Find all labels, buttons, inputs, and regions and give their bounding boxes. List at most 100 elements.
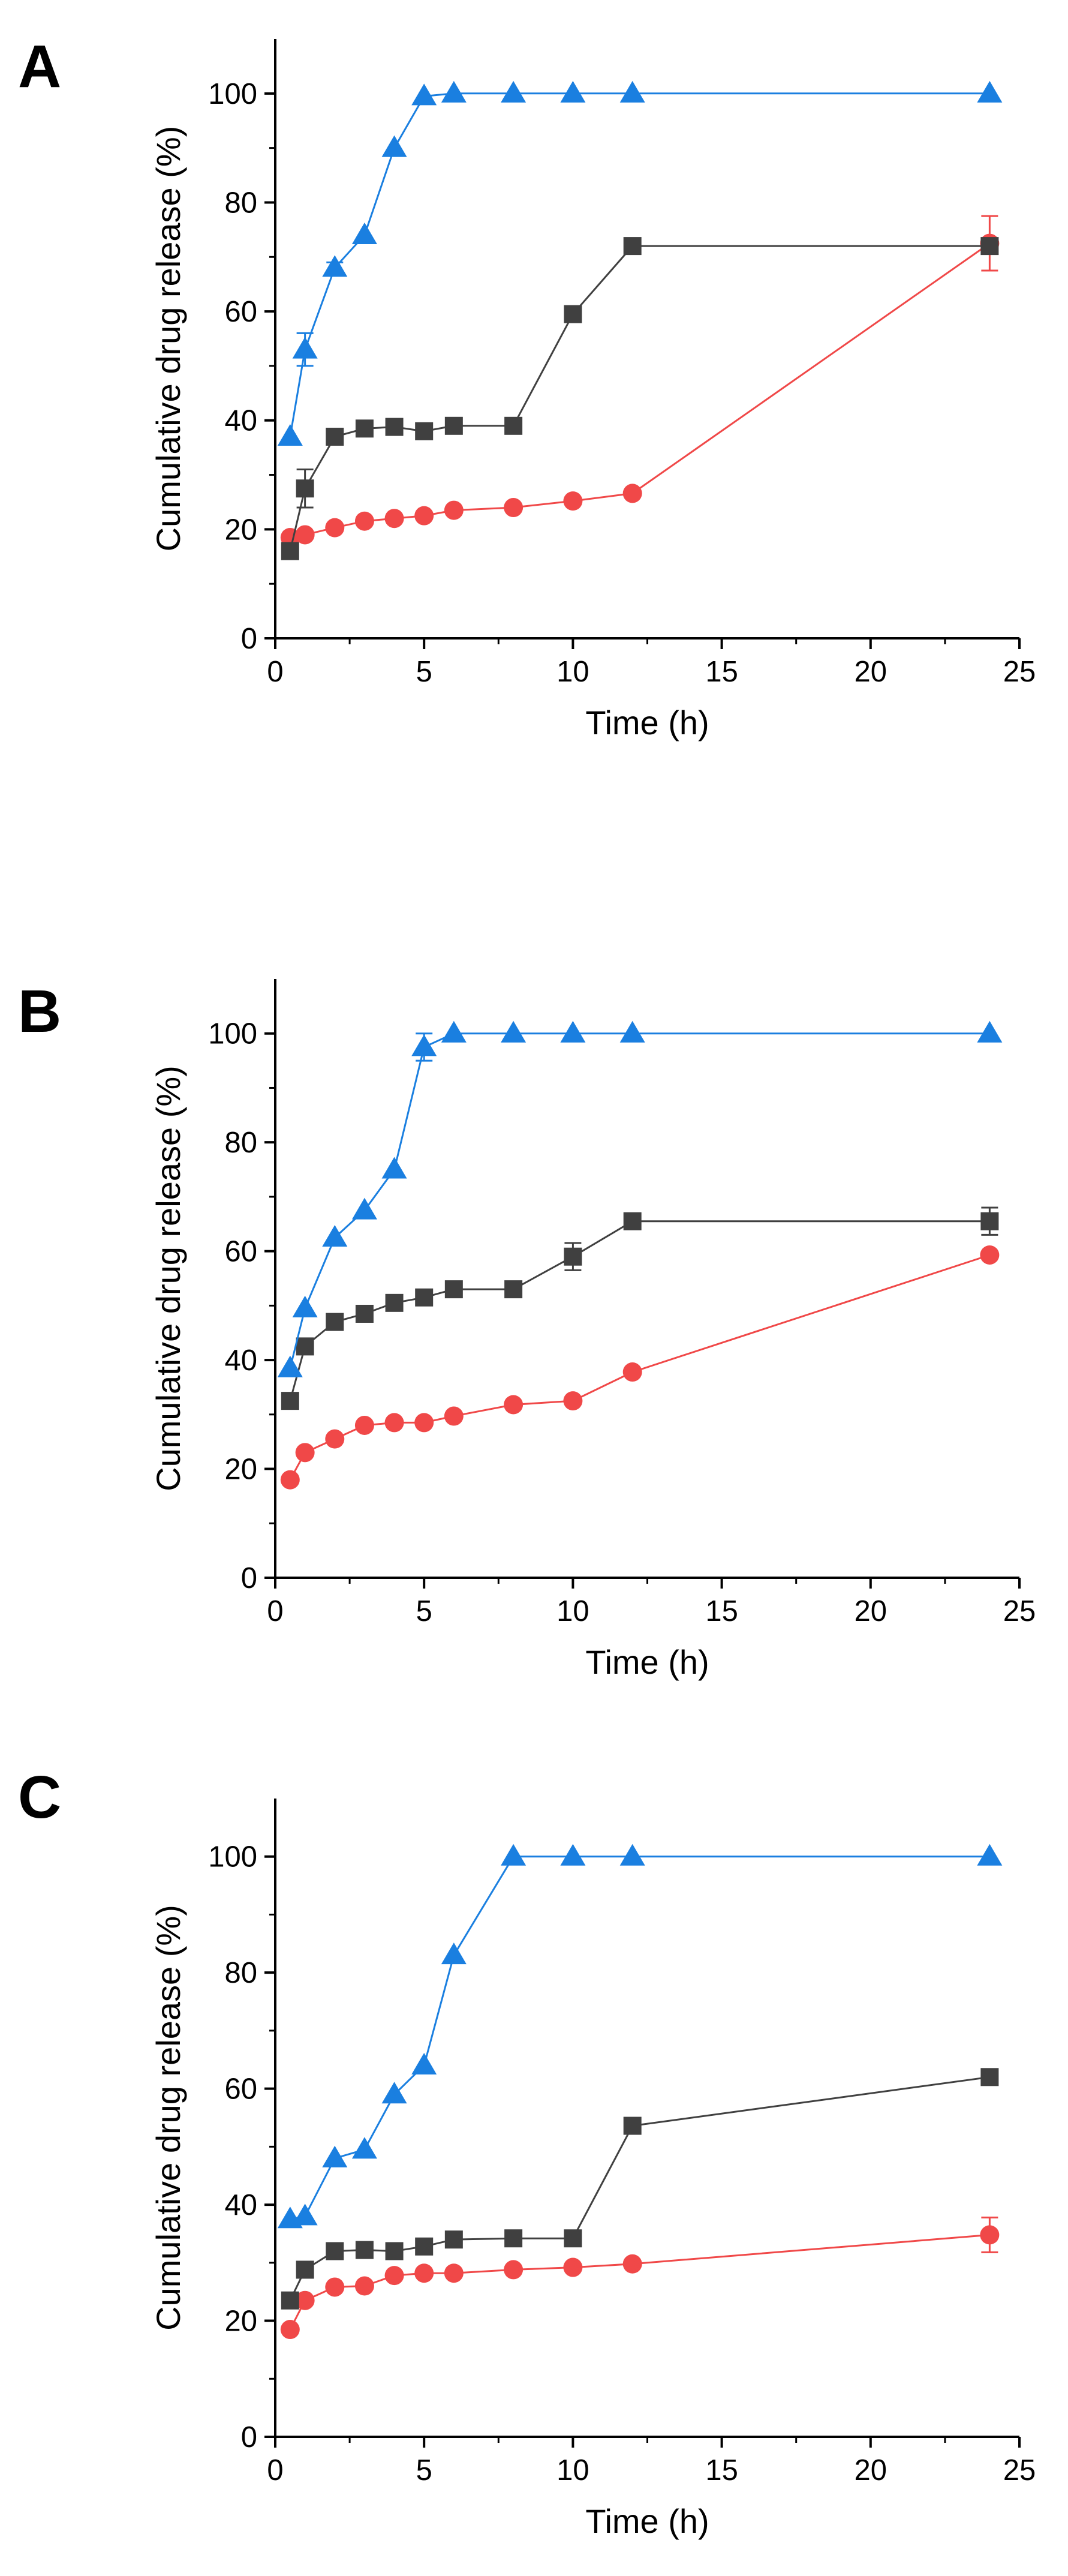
x-tick-label: 25 — [1003, 656, 1036, 688]
y-tick-label: 80 — [224, 1127, 257, 1159]
data-point — [563, 491, 583, 511]
data-point — [560, 1020, 586, 1043]
data-point — [322, 2145, 348, 2167]
data-point — [385, 2242, 404, 2260]
data-point — [354, 511, 374, 531]
data-point — [444, 2230, 463, 2249]
data-point — [563, 2257, 583, 2277]
data-point — [977, 1844, 1003, 1866]
data-point — [622, 484, 642, 503]
data-point — [501, 1844, 527, 1866]
y-tick-label: 100 — [208, 1018, 257, 1050]
data-point — [504, 2260, 524, 2280]
y-tick-label: 100 — [208, 1841, 257, 1874]
x-tick-label: 5 — [416, 2454, 432, 2487]
y-tick-label: 100 — [208, 78, 257, 110]
data-point — [444, 1406, 464, 1426]
series-circle — [280, 215, 1000, 547]
data-point — [441, 1942, 467, 1965]
chart-panel-A: A 0 5 10 15 20 25 0 20 40 60 80 100 Time (h) Cumulativ… — [18, 33, 1036, 741]
x-tick-label: 15 — [705, 1595, 738, 1628]
data-point — [296, 2260, 314, 2279]
data-point — [351, 1197, 377, 1220]
y-tick-label: 80 — [224, 187, 257, 219]
data-point — [411, 2052, 437, 2074]
data-point — [277, 1355, 303, 1377]
data-point — [384, 1413, 404, 1433]
data-point — [326, 2242, 344, 2260]
data-point — [384, 2266, 404, 2286]
x-tick-label: 10 — [556, 2454, 589, 2487]
series-square — [281, 1206, 999, 1410]
data-point — [501, 1020, 527, 1043]
data-point — [295, 1443, 315, 1463]
y-tick-label: 60 — [224, 1236, 257, 1268]
series-circle — [280, 1245, 1000, 1490]
y-tick-label: 40 — [224, 1344, 257, 1377]
data-point — [351, 222, 377, 244]
y-tick-label: 40 — [224, 405, 257, 437]
data-point — [980, 1212, 999, 1230]
x-tick-label: 15 — [705, 2454, 738, 2487]
data-point — [560, 80, 586, 103]
data-point — [381, 1157, 407, 1179]
series-triangle — [277, 1020, 1003, 1377]
y-tick-label: 0 — [241, 1562, 257, 1595]
y-axis-title: Cumulative drug release (%) — [149, 1905, 187, 2331]
data-point — [322, 1224, 348, 1247]
data-point — [322, 255, 348, 277]
data-point — [501, 80, 527, 103]
x-tick-label: 25 — [1003, 2454, 1036, 2487]
data-point — [504, 416, 523, 435]
data-point — [381, 135, 407, 157]
x-axis-title: Time (h) — [585, 2502, 709, 2540]
data-point — [326, 1313, 344, 1331]
data-point — [411, 83, 437, 106]
data-point — [280, 2320, 300, 2340]
data-point — [564, 305, 582, 323]
data-point — [414, 1413, 434, 1433]
data-point — [415, 422, 434, 440]
data-point — [355, 1304, 374, 1323]
data-point — [980, 237, 999, 256]
data-point — [325, 1429, 345, 1449]
series-line — [290, 1856, 990, 2220]
data-point — [281, 2291, 299, 2310]
y-tick-label: 60 — [224, 2073, 257, 2106]
x-axis-title: Time (h) — [585, 704, 709, 741]
y-tick-label: 60 — [224, 296, 257, 328]
x-tick-label: 10 — [556, 656, 589, 688]
x-tick-label: 0 — [267, 2454, 283, 2487]
data-point — [277, 424, 303, 446]
y-axis-title: Cumulative drug release (%) — [149, 126, 187, 552]
data-point — [444, 1280, 463, 1299]
data-point — [977, 80, 1003, 103]
data-point — [355, 2241, 374, 2259]
data-point — [415, 2237, 434, 2256]
data-point — [619, 80, 645, 103]
data-point — [351, 2137, 377, 2159]
data-point — [444, 500, 464, 520]
data-point — [444, 2263, 464, 2283]
data-point — [622, 1362, 642, 1382]
series-line — [289, 1032, 990, 1369]
data-point — [563, 1391, 583, 1411]
y-tick-label: 20 — [224, 2305, 257, 2338]
x-tick-label: 10 — [556, 1595, 589, 1628]
data-point — [623, 237, 642, 256]
data-point — [441, 80, 467, 103]
y-tick-label: 0 — [241, 2421, 257, 2454]
data-point — [280, 1470, 300, 1490]
data-point — [292, 337, 318, 359]
y-tick-label: 20 — [224, 1454, 257, 1486]
y-axis-title: Cumulative drug release (%) — [149, 1065, 187, 1491]
data-point — [980, 2225, 1000, 2245]
data-point — [414, 2263, 434, 2283]
data-point — [292, 1295, 318, 1317]
data-point — [415, 1288, 434, 1307]
y-tick-label: 0 — [241, 623, 257, 655]
series-line — [289, 245, 990, 552]
x-tick-label: 20 — [855, 656, 888, 688]
x-tick-label: 0 — [267, 656, 283, 688]
data-point — [444, 416, 463, 435]
